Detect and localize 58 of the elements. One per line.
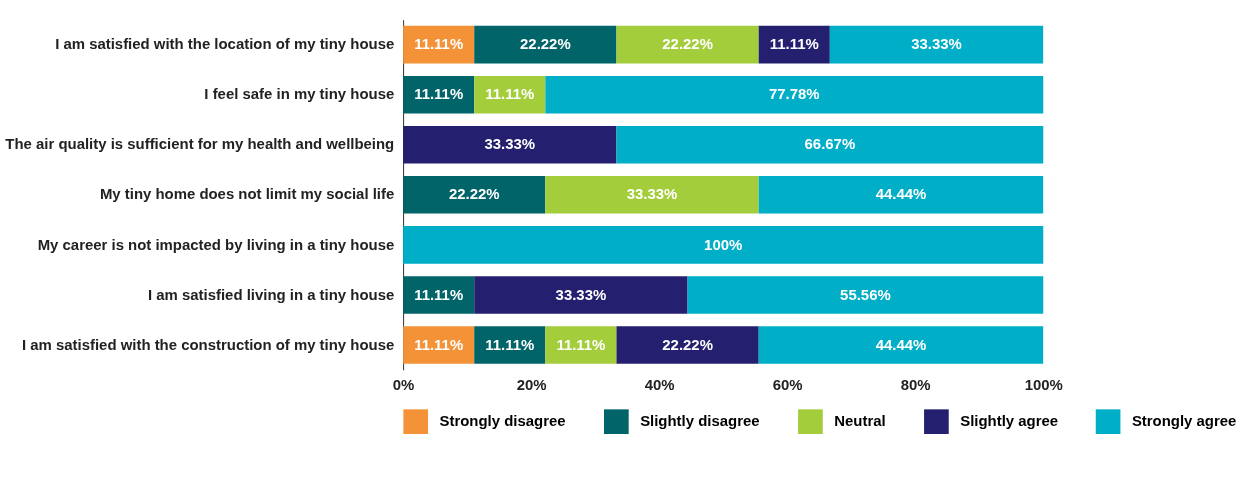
y-tick-label: My tiny home does not limit my social life	[99, 185, 395, 203]
legend-label: Strongly disagree	[439, 412, 566, 430]
x-tick-label: 40%	[644, 375, 675, 393]
bar	[403, 125, 617, 164]
legend-label: Slightly disagree	[640, 412, 760, 430]
data-label: 77.78%	[768, 85, 820, 103]
x-tick-label: 80%	[900, 375, 931, 393]
y-tick-label: I am satisfied with the construction of my tiny house	[21, 335, 395, 353]
data-label: 11.11%	[414, 35, 464, 53]
bar	[687, 276, 1044, 314]
bar	[545, 176, 759, 214]
data-label: 66.67%	[804, 135, 856, 153]
data-label: 44.44%	[875, 335, 927, 353]
data-label: 55.56%	[840, 285, 891, 303]
data-label: 22.22%	[448, 185, 500, 203]
bar	[474, 276, 688, 314]
y-tick-label: The air quality is sufficient for my health and wellbeing	[5, 135, 395, 153]
data-label: 33.33%	[626, 185, 678, 203]
data-label: 11.11%	[485, 335, 535, 353]
data-label: 11.11%	[556, 335, 606, 353]
data-label: 22.22%	[520, 35, 571, 53]
data-label: 11.11%	[414, 335, 464, 353]
x-tick-label: 60%	[772, 375, 803, 393]
data-label: 44.44%	[875, 185, 927, 203]
bar	[403, 226, 1044, 264]
legend-label: Strongly agree	[1131, 412, 1237, 430]
y-tick-label: I feel safe in my tiny house	[204, 85, 395, 103]
bar	[403, 276, 475, 314]
bar	[403, 326, 475, 364]
y-tick-label: I am satisfied with the location of my tiny house	[55, 35, 395, 53]
data-label: 11.11%	[769, 35, 819, 53]
bar	[829, 25, 1044, 64]
bar	[758, 176, 1044, 214]
legend-label: Slightly agree	[960, 412, 1059, 430]
y-tick-label: My career is not impacted by living in a tiny house	[37, 235, 395, 253]
data-label: 100%	[704, 235, 743, 253]
x-tick-label: 20%	[516, 375, 547, 393]
bar	[758, 326, 1044, 364]
data-label: 33.33%	[911, 35, 962, 53]
bar	[403, 176, 546, 214]
bar	[545, 75, 1044, 114]
bar	[545, 326, 617, 364]
data-label: 11.11%	[414, 85, 464, 103]
data-label: 33.33%	[484, 135, 536, 153]
bar	[474, 25, 617, 64]
data-label: 22.22%	[662, 35, 713, 53]
bar	[616, 326, 759, 364]
x-tick-label: 100%	[1024, 375, 1063, 393]
y-tick-label: I am satisfied living in a tiny house	[147, 285, 395, 303]
data-label: 11.11%	[485, 85, 535, 103]
bar	[474, 326, 546, 364]
legend-label: Neutral	[834, 412, 886, 430]
data-label: 11.11%	[414, 285, 464, 303]
bar	[616, 125, 1044, 164]
x-tick-label: 0%	[392, 375, 415, 393]
data-label: 33.33%	[555, 285, 607, 303]
bar	[616, 25, 759, 64]
data-label: 22.22%	[662, 335, 713, 353]
